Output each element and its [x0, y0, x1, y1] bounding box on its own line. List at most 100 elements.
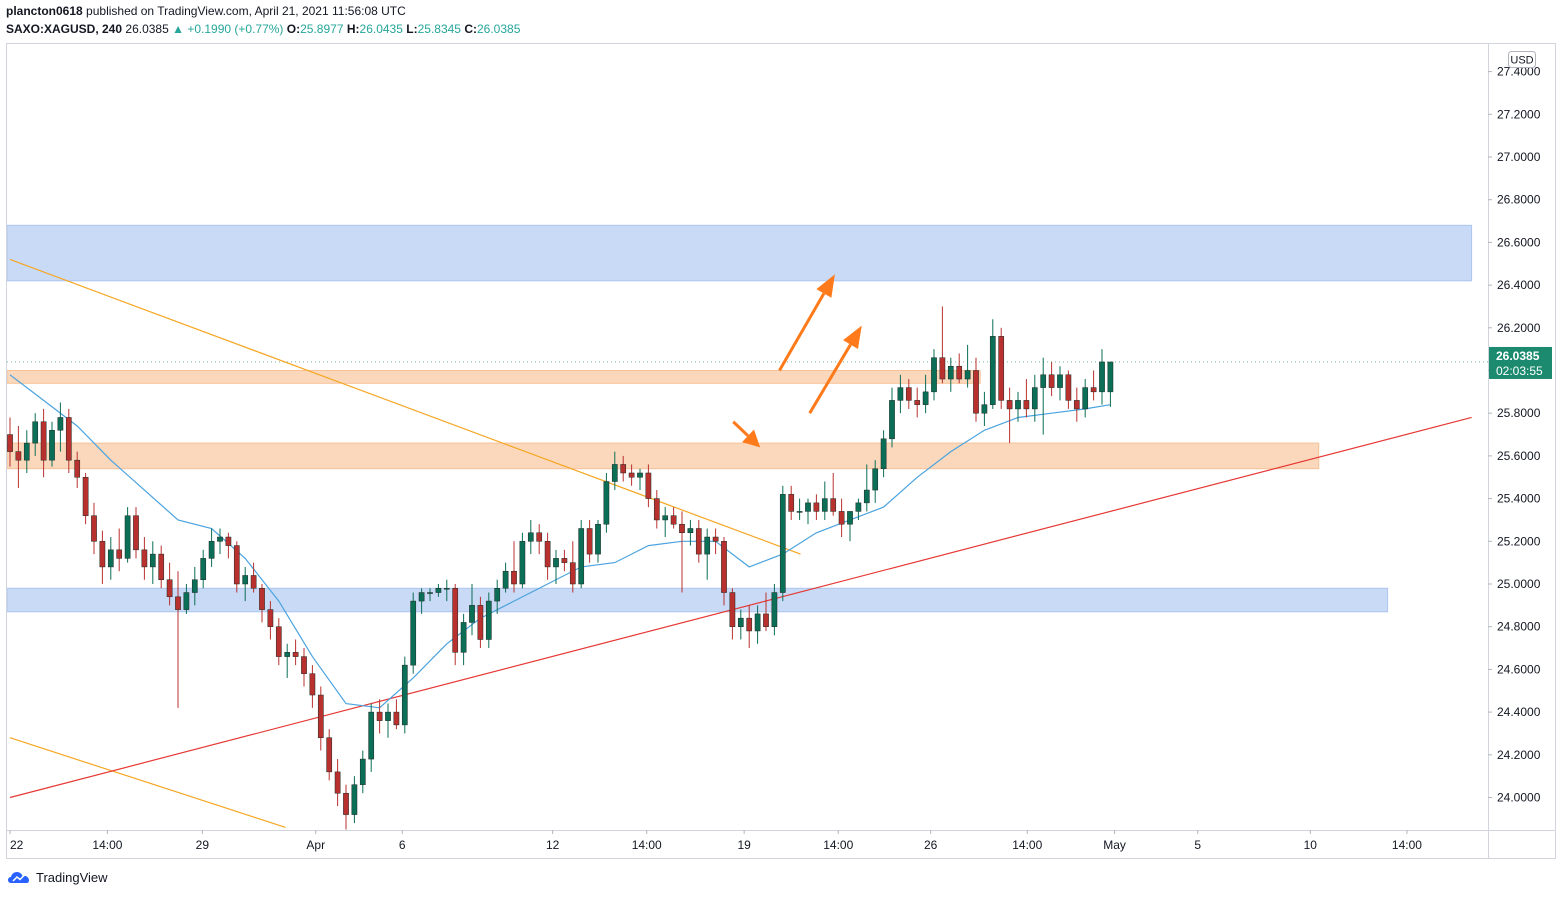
candle	[32, 413, 39, 456]
candle	[359, 750, 366, 794]
candle	[1082, 379, 1089, 418]
candle-body	[721, 541, 727, 593]
arrow-shaft	[732, 420, 750, 437]
candle-body	[595, 523, 601, 555]
candle	[569, 541, 576, 593]
candle	[401, 656, 408, 734]
candle	[880, 430, 887, 478]
candle	[485, 592, 492, 649]
candle	[275, 618, 282, 666]
candle	[250, 562, 257, 593]
low-label: L:	[406, 22, 418, 36]
candle	[922, 374, 929, 414]
candle-body	[695, 528, 702, 555]
candle-body	[620, 464, 627, 474]
currency-badge[interactable]: USD	[1508, 51, 1536, 68]
x-tick-label: Apr	[306, 838, 325, 852]
candle	[813, 494, 820, 520]
y-tick-label: 26.2000	[1497, 321, 1541, 335]
zone-orange	[7, 370, 981, 384]
time-axis[interactable]: 22 14:00 29 Apr 6 12 14:00 19 14:00 26 14:00 May 5 10…	[9, 830, 1422, 852]
candle	[477, 596, 484, 649]
candle-body	[149, 553, 156, 568]
candle-body	[82, 477, 89, 516]
last-price-label: 26.0385	[1496, 349, 1540, 363]
y-tick-label: 25.8000	[1497, 406, 1541, 420]
y-tick-label: 25.2000	[1497, 534, 1541, 548]
candle	[964, 344, 971, 388]
candle-body	[855, 502, 862, 512]
candle-body	[141, 549, 148, 568]
candle	[183, 584, 190, 614]
candle-body	[359, 758, 366, 785]
y-tick-label: 24.2000	[1497, 748, 1541, 762]
candle	[65, 408, 72, 473]
candle-body	[1090, 387, 1097, 393]
candle-body	[74, 459, 81, 478]
candle	[460, 613, 467, 666]
candle	[351, 776, 358, 824]
candle-body	[998, 336, 1005, 401]
y-tick-label: 26.8000	[1497, 193, 1541, 207]
candle-body	[754, 613, 761, 632]
candle	[149, 541, 156, 584]
candle-body	[1048, 374, 1055, 388]
candle-body	[368, 711, 375, 760]
candle	[1006, 387, 1013, 444]
tradingview-footer[interactable]: TradingView	[8, 870, 108, 885]
candle	[863, 464, 870, 512]
candle	[586, 519, 593, 563]
candle	[779, 485, 786, 602]
last-price: 26.0385	[125, 22, 169, 36]
trendline-orange	[9, 737, 286, 828]
tradingview-brand: TradingView	[36, 870, 108, 885]
high-value: 26.0435	[359, 22, 403, 36]
zone-orange	[7, 442, 1320, 470]
candle	[544, 532, 551, 580]
candle	[1023, 379, 1030, 418]
y-tick-label: 27.0000	[1497, 150, 1541, 164]
price-change: +0.1990 (+0.77%)	[187, 22, 284, 36]
candle-body	[653, 498, 660, 521]
candle	[74, 451, 81, 488]
candle-body	[242, 575, 249, 585]
candle-body	[931, 357, 937, 393]
candle	[158, 545, 165, 589]
candle-body	[32, 421, 39, 444]
candle-body	[494, 588, 501, 602]
y-tick-label: 25.6000	[1497, 449, 1541, 463]
candle-body	[1057, 374, 1063, 388]
candle-body	[712, 536, 719, 542]
candle	[519, 532, 526, 589]
candle-body	[973, 370, 979, 414]
candle	[7, 417, 13, 467]
x-tick-label: 5	[1194, 838, 1201, 852]
candle-body	[863, 489, 870, 504]
orange-arrow-icon	[732, 420, 761, 448]
candle	[796, 498, 803, 520]
open-label: O:	[286, 22, 301, 36]
x-tick-label: 14:00	[1012, 838, 1042, 852]
candle-body	[989, 336, 996, 405]
arrow-shaft	[808, 343, 852, 414]
trendline-red	[9, 416, 1472, 799]
candle-body	[1023, 400, 1030, 410]
candle-body	[763, 613, 769, 627]
candle	[124, 507, 131, 563]
candle-body	[410, 600, 417, 666]
tradingview-logo-icon	[8, 871, 29, 883]
candle	[771, 584, 778, 636]
price-axis[interactable]: 24.0000 24.2000 24.4000 24.6000 24.8000 25.00…	[1488, 65, 1541, 805]
candle-body	[838, 511, 845, 525]
candle	[855, 498, 862, 520]
candle	[1057, 366, 1063, 401]
candle-body	[687, 528, 694, 534]
candle	[385, 703, 391, 738]
candle-body	[830, 498, 837, 512]
candle-body	[376, 711, 383, 721]
symbol-name[interactable]: SAXO:XAGUSD, 240	[6, 22, 123, 36]
orange-arrow-icon	[778, 274, 835, 372]
author-name[interactable]: plancton0618	[6, 4, 83, 18]
candle-body	[746, 617, 753, 632]
